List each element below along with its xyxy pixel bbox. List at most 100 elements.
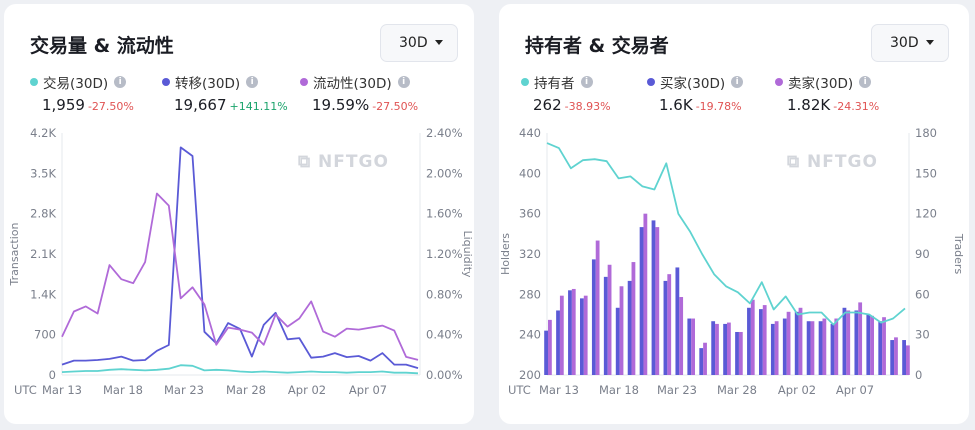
bar-buyers [651, 220, 656, 375]
bar-sellers [643, 213, 648, 375]
info-icon[interactable]: i [859, 76, 872, 88]
legend-dot [775, 78, 783, 86]
bar-buyers [735, 331, 739, 375]
x-tick-label: Mar 18 [599, 383, 639, 397]
x-tick-label: UTC [14, 383, 37, 397]
bar-sellers [559, 295, 564, 375]
bar-buyers [866, 314, 871, 375]
x-tick-label: Mar 13 [539, 383, 579, 397]
period-select[interactable]: 30D [380, 24, 458, 62]
bar-buyers [890, 340, 895, 375]
x-tick-label: Mar 23 [657, 383, 697, 397]
bar-sellers [667, 274, 672, 375]
bar-sellers [894, 337, 898, 375]
bar-buyers [830, 323, 835, 375]
x-tick-label: Apr 07 [349, 383, 387, 397]
y2-tick-label: 0.40% [426, 328, 463, 342]
stat-value: 262 [533, 96, 562, 114]
bar-buyers [806, 321, 811, 375]
x-tick-label: Mar 23 [164, 383, 204, 397]
info-icon[interactable]: i [246, 76, 259, 88]
stat-change: -19.78% [695, 100, 742, 113]
stat-change: -38.93% [564, 100, 611, 113]
x-tick-label: Mar 28 [226, 383, 266, 397]
bar-sellers [727, 322, 731, 375]
period-value: 30D [399, 35, 428, 51]
y2-tick-label: 1.60% [426, 207, 463, 221]
bar-sellers [571, 288, 576, 375]
series-line-0 [61, 364, 419, 375]
stat-label: 买家(30D) [660, 76, 726, 92]
bar-sellers [906, 345, 910, 375]
stat-value: 19.59% [312, 96, 370, 114]
info-icon[interactable]: i [731, 76, 744, 88]
stat-label: 转移(30D) [175, 76, 241, 92]
legend-dot [647, 78, 655, 86]
y-tick-label: 2.1K [30, 247, 56, 261]
stat-transfers: 转移(30D) i 19,667 +141.11% [162, 72, 288, 114]
y-tick-label: 4.2K [30, 126, 56, 140]
stat-value: 19,667 [174, 96, 227, 114]
y-tick-label: 440 [519, 126, 541, 140]
stat-label: 流动性(30D) [313, 76, 392, 92]
series-line-1 [61, 146, 419, 369]
card-title: 交易量 & 流动性 [30, 35, 174, 57]
y-tick-label: 280 [519, 287, 541, 301]
info-icon[interactable]: i [580, 76, 593, 88]
stat-buyers: 买家(30D) i 1.6K -19.78% [647, 72, 744, 114]
bar-buyers [603, 276, 608, 375]
y-tick-label: 2.8K [30, 207, 56, 221]
stat-value: 1,959 [42, 96, 85, 114]
bar-sellers [679, 297, 684, 375]
stat-change: +141.11% [229, 100, 288, 113]
bar-sellers [583, 295, 588, 375]
bar-sellers [762, 305, 767, 375]
y-tick-label: 0 [49, 368, 56, 382]
x-tick-label: Mar 13 [42, 383, 82, 397]
period-select[interactable]: 30D [871, 24, 949, 62]
bar-sellers [715, 323, 719, 375]
legend-dot [521, 78, 529, 86]
series-line-2 [61, 192, 419, 361]
bar-buyers [615, 307, 620, 375]
y2-tick-label: 0.80% [426, 287, 463, 301]
bar-buyers [878, 321, 883, 375]
bar-buyers [591, 259, 596, 375]
bar-buyers [687, 318, 692, 375]
y-tick-label: 320 [519, 247, 541, 261]
chevron-down-icon [926, 40, 934, 45]
chevron-down-icon [435, 40, 443, 45]
y2-tick-label: 2.40% [426, 126, 463, 140]
bar-buyers [711, 321, 716, 375]
info-icon[interactable]: i [397, 76, 410, 88]
bar-sellers [738, 331, 743, 375]
y2-tick-label: 120 [915, 207, 937, 221]
y2-tick-label: 90 [915, 247, 930, 261]
y-tick-label: 200 [519, 368, 541, 382]
bar-buyers [544, 330, 548, 375]
card-title: 持有者 & 交易者 [525, 35, 669, 57]
info-icon[interactable]: i [114, 76, 127, 88]
bar-sellers [822, 318, 827, 375]
y-tick-label: 700 [34, 328, 56, 342]
bar-buyers [639, 227, 644, 375]
bar-sellers [750, 299, 755, 375]
stat-label: 卖家(30D) [788, 76, 854, 92]
bar-buyers [699, 348, 704, 375]
bar-sellers [798, 307, 803, 375]
bar-buyers [759, 309, 763, 375]
bar-buyers [770, 323, 775, 375]
watermark-text: ⧉ NFTGO [298, 152, 389, 172]
y-tick-label: 360 [519, 207, 541, 221]
bar-buyers [675, 267, 680, 375]
bar-sellers [846, 310, 851, 375]
y-tick-label: 400 [519, 166, 541, 180]
x-tick-label: Apr 07 [836, 383, 874, 397]
bar-sellers [834, 318, 839, 375]
bar-sellers [619, 286, 624, 375]
y2-tick-label: 180 [915, 126, 937, 140]
y-axis-title: Transaction [8, 223, 21, 287]
transactions-liquidity-chart: ⧉ NFTGO 0 700 1.4K 2.1K 2.8K 3.5K 4.2K 0.00% 0.40… [8, 126, 474, 397]
y2-axis-title: Liquidity [461, 230, 474, 278]
y2-tick-label: 150 [915, 166, 937, 180]
